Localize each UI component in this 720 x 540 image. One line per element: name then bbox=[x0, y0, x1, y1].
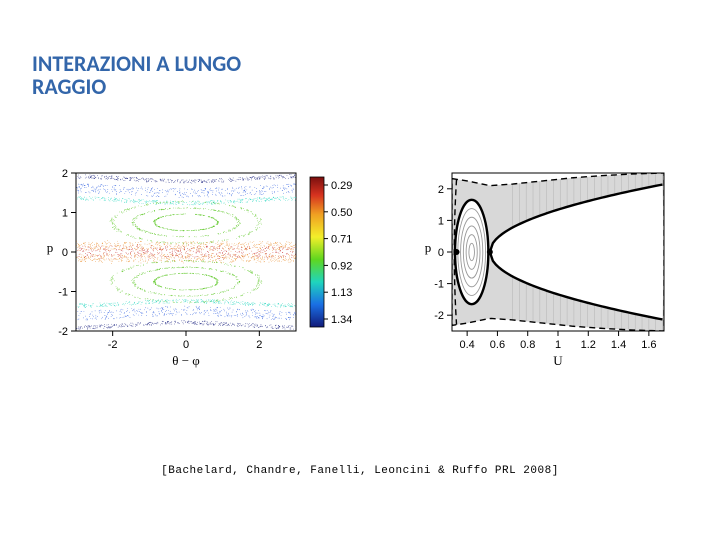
citation-text: [Bachelard, Chandre, Fanelli, Leoncini &… bbox=[0, 465, 720, 477]
phase-boundary-chart: 0.40.60.811.21.41.6-2-1012Up bbox=[418, 165, 678, 355]
title-line-2: RAGGIO bbox=[32, 73, 106, 100]
svg-text:0: 0 bbox=[62, 247, 68, 259]
svg-text:-2: -2 bbox=[58, 326, 68, 338]
figure-row: -202-2-1012θ − φp0.290.500.710.921.131.3… bbox=[38, 165, 682, 355]
poincare-chart: -202-2-1012θ − φp0.290.500.710.921.131.3… bbox=[38, 165, 378, 355]
svg-text:θ − φ: θ − φ bbox=[172, 353, 200, 368]
svg-text:2: 2 bbox=[62, 168, 68, 180]
poincare-svg: -202-2-1012θ − φp0.290.500.710.921.131.3… bbox=[38, 165, 378, 375]
svg-text:2: 2 bbox=[256, 339, 262, 351]
slide-title: INTERAZIONI A LUNGO RAGGIO bbox=[32, 52, 241, 98]
svg-text:0: 0 bbox=[183, 339, 189, 351]
svg-text:p: p bbox=[47, 240, 54, 255]
svg-text:-2: -2 bbox=[108, 339, 118, 351]
svg-text:1: 1 bbox=[62, 208, 68, 220]
svg-text:-1: -1 bbox=[58, 287, 68, 299]
phase-svg: 0.40.60.811.21.41.6-2-1012Up bbox=[418, 165, 678, 375]
